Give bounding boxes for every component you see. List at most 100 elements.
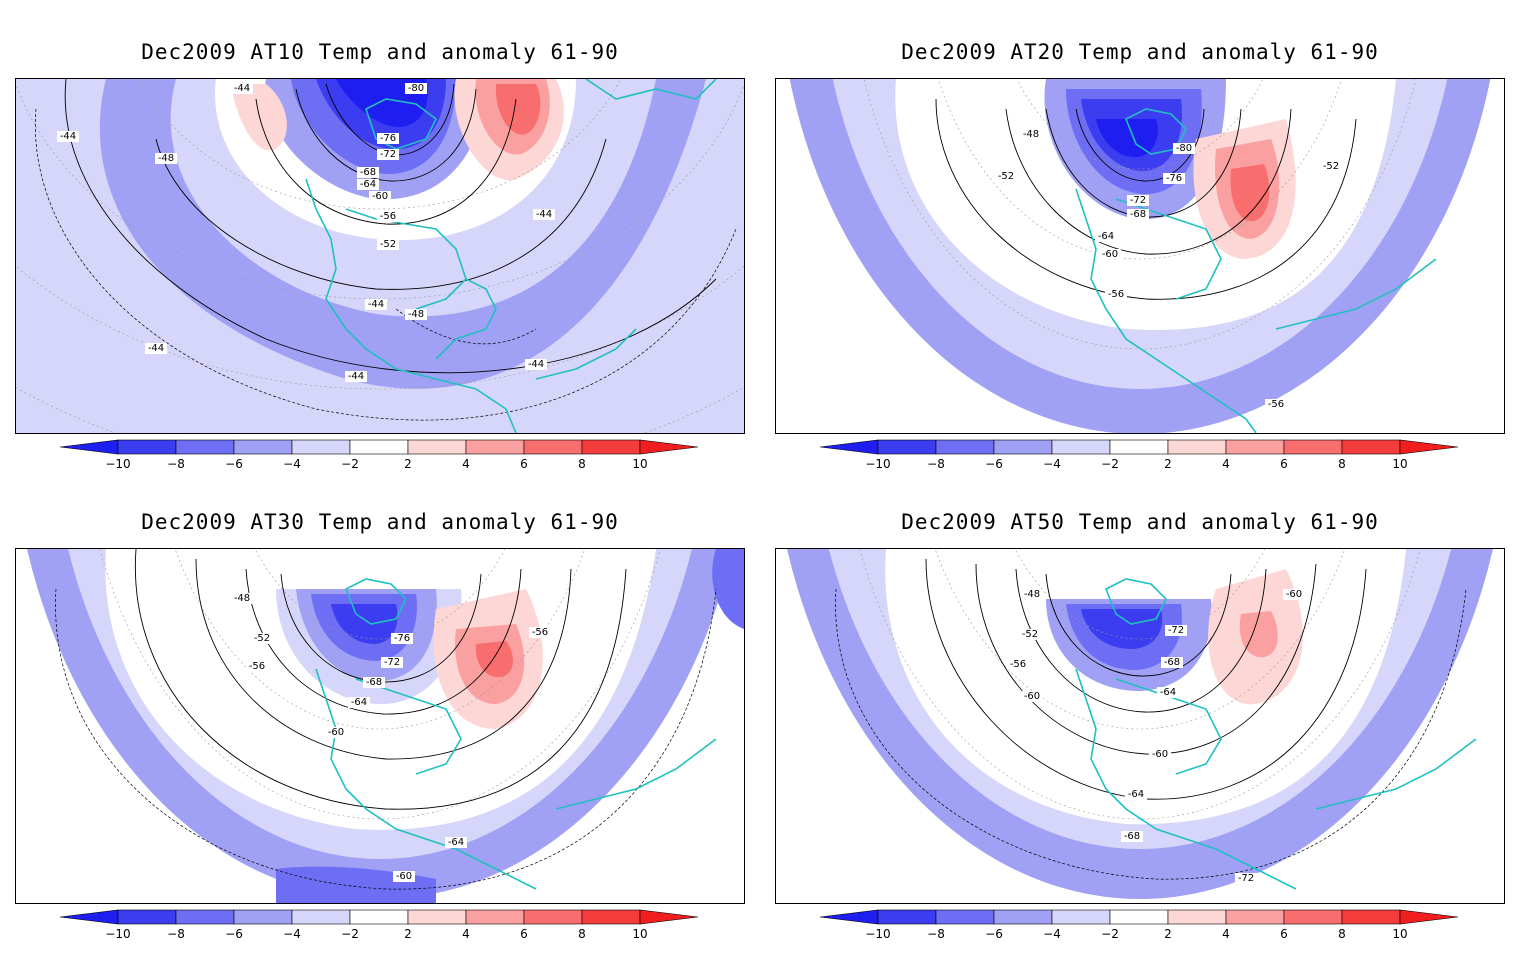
contour-label: -56 (377, 211, 399, 222)
panel-title: Dec2009 AT30 Temp and anomaly 61-90 (141, 510, 619, 534)
contour-label: -52 (1019, 629, 1041, 640)
svg-text:-56: -56 (532, 627, 548, 638)
colorbar-tick-label: −8 (167, 927, 185, 941)
colorbar-box (1283, 909, 1343, 925)
svg-text:-52: -52 (380, 239, 396, 250)
contour-label: -76 (1163, 173, 1185, 184)
contour-label: -56 (1265, 399, 1287, 410)
colorbar-arrow-high (639, 909, 699, 925)
svg-text:-72: -72 (384, 657, 400, 668)
contour-label: -60 (325, 727, 347, 738)
colorbar-svg: −10 −8 −6 −4 −2 2 4 6 8 10 (819, 909, 1459, 941)
contour-label: -44 (345, 371, 367, 382)
colorbar-tick-label: 4 (1222, 927, 1230, 941)
colorbar-box (291, 439, 351, 455)
colorbar-tick-label: −6 (985, 457, 1003, 471)
svg-text:-44: -44 (368, 299, 384, 310)
colorbar-box (581, 439, 641, 455)
colorbar-tick-label: 2 (1164, 927, 1172, 941)
colorbar-tick-label: −4 (1043, 457, 1061, 471)
svg-text:-60: -60 (396, 871, 412, 882)
colorbar-box (117, 909, 177, 925)
colorbar-tick-label: 6 (1280, 457, 1288, 471)
colorbar-arrow-low (59, 439, 119, 455)
colorbar-box (233, 439, 293, 455)
svg-text:-68: -68 (1164, 657, 1180, 668)
svg-text:-56: -56 (380, 211, 396, 222)
colorbar-svg: −10 −8 −6 −4 −2 2 4 6 8 10 (59, 439, 699, 471)
contour-label: -44 (365, 299, 387, 310)
colorbar-box (175, 439, 235, 455)
colorbar-tick-label: −2 (341, 457, 359, 471)
svg-text:-64: -64 (1128, 789, 1144, 800)
colorbar-box (935, 909, 995, 925)
colorbar-box (523, 439, 583, 455)
colorbar-svg: −10 −8 −6 −4 −2 2 4 6 8 10 (59, 909, 699, 941)
svg-text:-64: -64 (448, 837, 464, 848)
contour-label: -68 (363, 677, 385, 688)
svg-text:-60: -60 (1024, 691, 1040, 702)
colorbar-box (407, 909, 467, 925)
map-plot: -48 -52 -56 -76 -72-68 -64 -60 -56 -64 -60 (16, 549, 744, 903)
colorbar-arrow-low (819, 909, 879, 925)
svg-text:-72: -72 (380, 149, 396, 160)
colorbar-box (1225, 909, 1285, 925)
colorbar-tick-label: −4 (283, 927, 301, 941)
colorbar-tick-label: −2 (1101, 927, 1119, 941)
colorbar-arrow-high (1399, 439, 1459, 455)
colorbar-tick-label: −8 (927, 457, 945, 471)
colorbar-box (1167, 909, 1227, 925)
contour-label: -52 (995, 171, 1017, 182)
colorbar-svg: −10 −8 −6 −4 −2 2 4 6 8 10 (819, 439, 1459, 471)
contour-label: -72 (381, 657, 403, 668)
contour-label: -64 (1157, 687, 1179, 698)
colorbar-tick-label: −10 (105, 927, 130, 941)
map-area: -48 -52 -56 -60 -72 -68 -64 -60 -60 -64 -68 -72 (775, 548, 1505, 904)
colorbar-arrow-high (639, 439, 699, 455)
map-area: -44 -44 -48 -80 -76 -72 -68 -64 -60 -56 -52 -44 -44 -… (15, 78, 745, 434)
contour-label: -60 (369, 191, 391, 202)
colorbar-tick-label: 6 (520, 927, 528, 941)
contour-label: -52 (377, 239, 399, 250)
contour-label: -72 (1127, 195, 1149, 206)
colorbar-tick-label: 10 (1392, 927, 1407, 941)
colorbar: −10 −8 −6 −4 −2 2 4 6 8 10 (819, 906, 1460, 946)
colorbar-box (1341, 909, 1401, 925)
colorbar-tick-label: 2 (404, 927, 412, 941)
contour-label: -60 (1283, 589, 1305, 600)
colorbar-tick-label: −6 (225, 927, 243, 941)
svg-text:-44: -44 (60, 131, 76, 142)
svg-text:-68: -68 (360, 167, 376, 178)
colorbar-box (233, 909, 293, 925)
contour-label: -48 (155, 153, 177, 164)
contour-label: -64 (1095, 231, 1117, 242)
contour-label: -76 (377, 133, 399, 144)
map-area: -48 -52 -80 -76 -72 -68 -64 -60 -56 -52 -56 (775, 78, 1505, 434)
colorbar-tick-label: 8 (1338, 927, 1346, 941)
colorbar-arrow-low (819, 439, 879, 455)
svg-text:-68: -68 (1124, 831, 1140, 842)
colorbar-tick-label: 8 (578, 927, 586, 941)
svg-text:-64: -64 (351, 697, 367, 708)
svg-text:-44: -44 (528, 359, 544, 370)
svg-text:-48: -48 (1024, 589, 1040, 600)
svg-text:-72: -72 (1168, 625, 1184, 636)
svg-text:-52: -52 (254, 633, 270, 644)
colorbar-tick-label: 10 (632, 457, 647, 471)
svg-text:-68: -68 (1130, 209, 1146, 220)
contour-label: -72 (1165, 625, 1187, 636)
colorbar-tick-label: 4 (462, 457, 470, 471)
contour-label: -56 (1105, 289, 1127, 300)
svg-text:-52: -52 (1022, 629, 1038, 640)
contour-label: -60 (1149, 749, 1171, 760)
svg-text:-56: -56 (1108, 289, 1124, 300)
contour-label: -64 (445, 837, 467, 848)
svg-text:-44: -44 (148, 343, 164, 354)
colorbar-box (1051, 909, 1111, 925)
colorbar-box (877, 909, 937, 925)
colorbar-box (581, 909, 641, 925)
map-panel-at30: Dec2009 AT30 Temp and anomaly 61-90 (10, 510, 750, 970)
colorbar-box (117, 439, 177, 455)
contour-label: -56 (246, 661, 268, 672)
svg-text:-60: -60 (1102, 249, 1118, 260)
